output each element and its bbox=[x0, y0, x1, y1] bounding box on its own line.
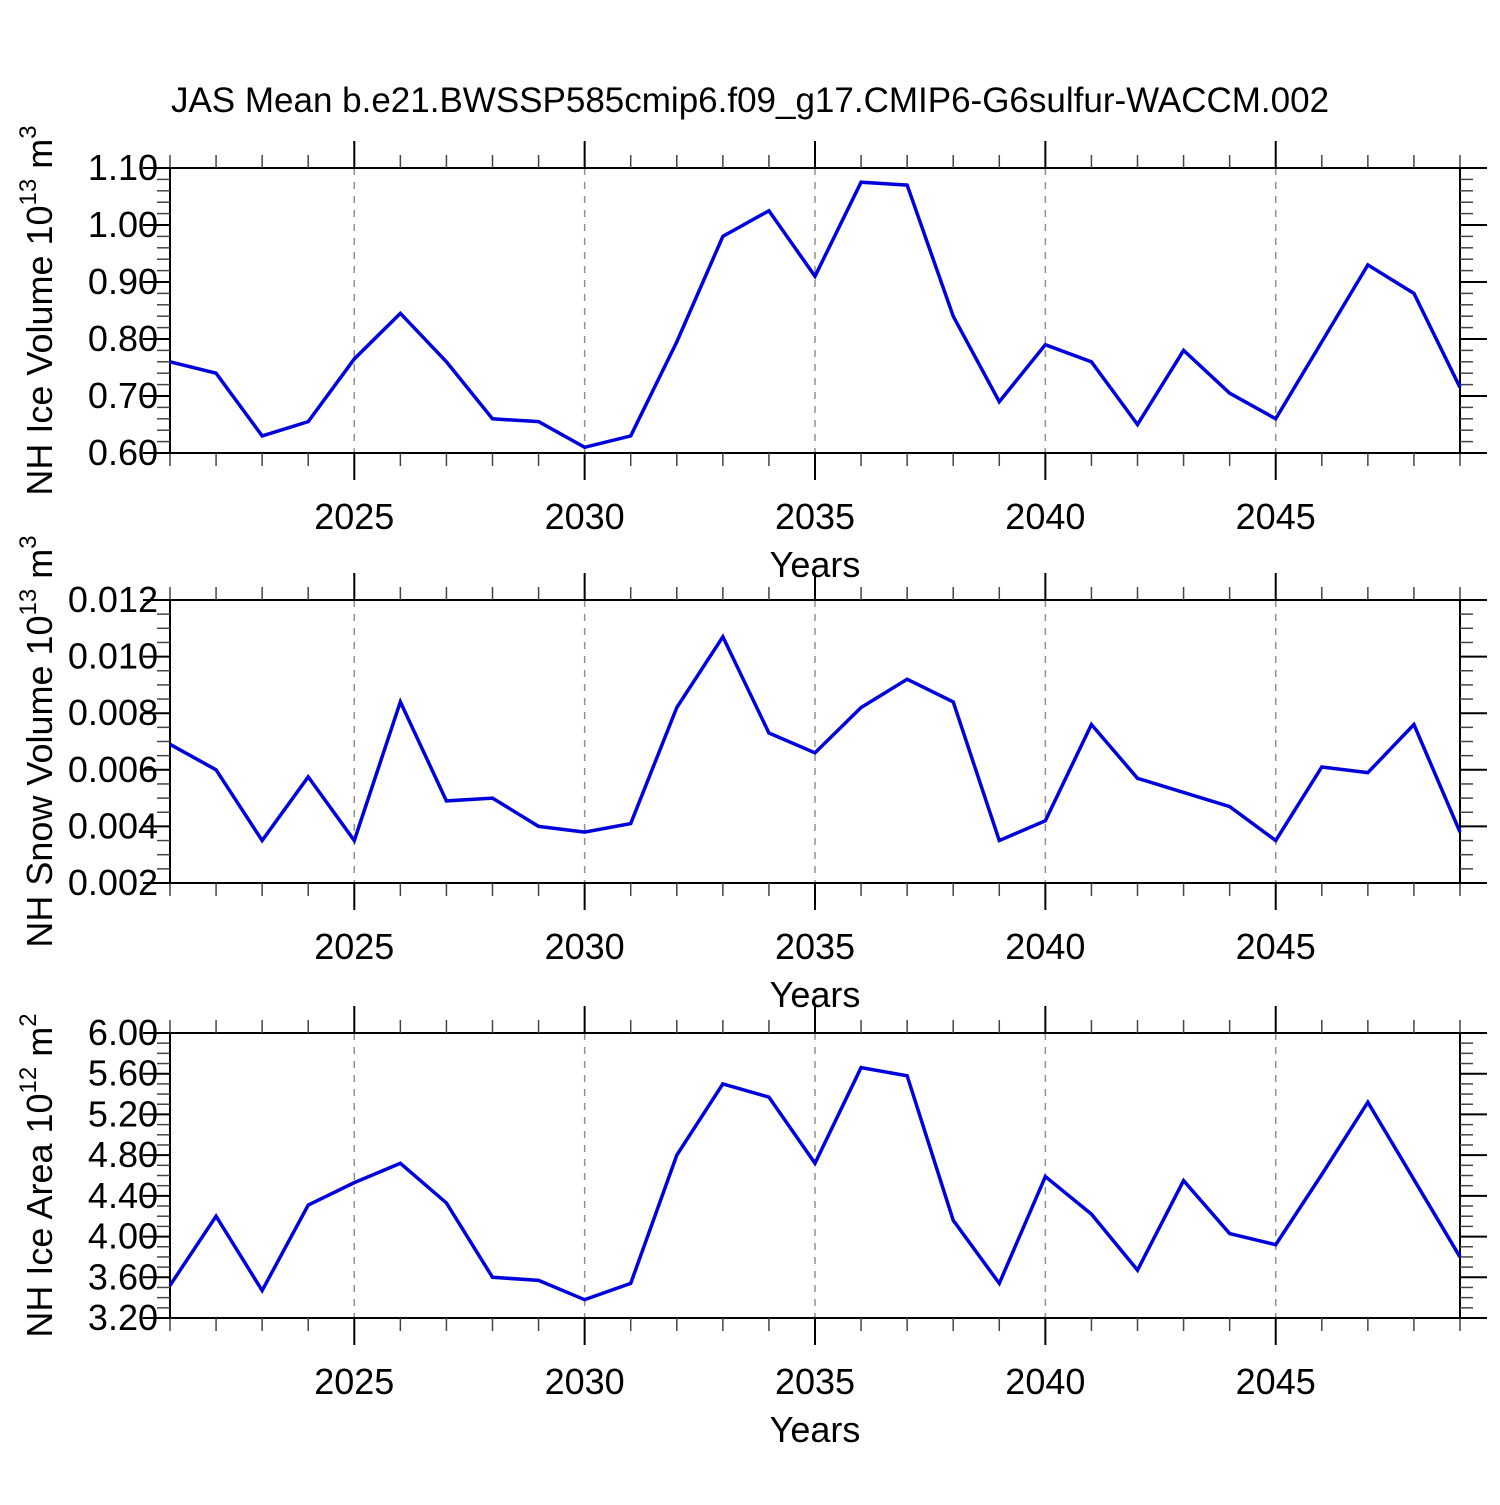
y-tick-label: 5.20 bbox=[88, 1093, 158, 1134]
x-tick-label: 2025 bbox=[314, 926, 394, 967]
y-tick-label: 0.004 bbox=[68, 805, 158, 846]
x-tick-label: 2030 bbox=[545, 496, 625, 537]
y-tick-label: 4.40 bbox=[88, 1175, 158, 1216]
y-tick-label: 0.90 bbox=[88, 261, 158, 302]
x-tick-label: 2035 bbox=[775, 496, 855, 537]
y-tick-label: 0.012 bbox=[68, 579, 158, 620]
data-line-nh-ice-volume bbox=[169, 180, 1462, 450]
y-axis-label: NH Ice Area 1012 m2 bbox=[15, 1013, 60, 1337]
x-tick-label: 2045 bbox=[1236, 1361, 1316, 1402]
data-line-nh-snow-volume bbox=[169, 633, 1462, 845]
x-axis-label: Years bbox=[770, 1409, 861, 1450]
x-tick-label: 2030 bbox=[545, 926, 625, 967]
y-tick-label: 0.006 bbox=[68, 749, 158, 790]
panel-nh-ice-area: 2025 2030 2035 2040 2045 3.203.604.004.404.80… bbox=[15, 1006, 1487, 1450]
panels-group: 2025 2030 2035 2040 2045 0.60 0.70 0.80 0.90 1.00… bbox=[15, 125, 1487, 1450]
x-tick-label: 2035 bbox=[775, 1361, 855, 1402]
x-tick-label: 2040 bbox=[1005, 926, 1085, 967]
x-tick-label: 2025 bbox=[314, 1361, 394, 1402]
x-tick-label: 2040 bbox=[1005, 1361, 1085, 1402]
y-tick-label: 0.70 bbox=[88, 375, 158, 416]
panel-nh-ice-volume: 2025 2030 2035 2040 2045 0.60 0.70 0.80 0.90 1.00… bbox=[15, 125, 1487, 585]
y-tick-label: 0.010 bbox=[68, 636, 158, 677]
y-tick-label: 1.10 bbox=[88, 147, 158, 188]
x-tick-label: 2035 bbox=[775, 926, 855, 967]
x-tick-label: 2030 bbox=[545, 1361, 625, 1402]
x-tick-label: 2045 bbox=[1236, 926, 1316, 967]
y-tick-label: 0.008 bbox=[68, 692, 158, 733]
y-tick-label: 0.60 bbox=[88, 432, 158, 473]
y-tick-label: 5.60 bbox=[88, 1053, 158, 1094]
y-tick-label: 6.00 bbox=[88, 1012, 158, 1053]
y-tick-label: 3.20 bbox=[88, 1297, 158, 1338]
x-tick-label: 2025 bbox=[314, 496, 394, 537]
y-axis-label: NH Snow Volume 1013 m3 bbox=[15, 535, 60, 947]
panel-nh-snow-volume: 2025 2030 2035 2040 2045 0.002 0.004 0.006 0.008… bbox=[15, 535, 1487, 1015]
y-tick-label: 4.00 bbox=[88, 1216, 158, 1257]
y-tick-label: 0.002 bbox=[68, 862, 158, 903]
data-line-nh-ice-area bbox=[168, 1065, 1462, 1302]
x-tick-label: 2040 bbox=[1005, 496, 1085, 537]
figure-title: JAS Mean b.e21.BWSSP585cmip6.f09_g17.CMI… bbox=[171, 81, 1329, 120]
x-tick-label: 2045 bbox=[1236, 496, 1316, 537]
y-tick-label: 3.60 bbox=[88, 1256, 158, 1297]
y-tick-label: 0.80 bbox=[88, 318, 158, 359]
y-tick-label: 1.00 bbox=[88, 204, 158, 245]
y-tick-label: 4.80 bbox=[88, 1134, 158, 1175]
y-axis-label: NH Ice Volume 1013 m3 bbox=[15, 125, 60, 495]
